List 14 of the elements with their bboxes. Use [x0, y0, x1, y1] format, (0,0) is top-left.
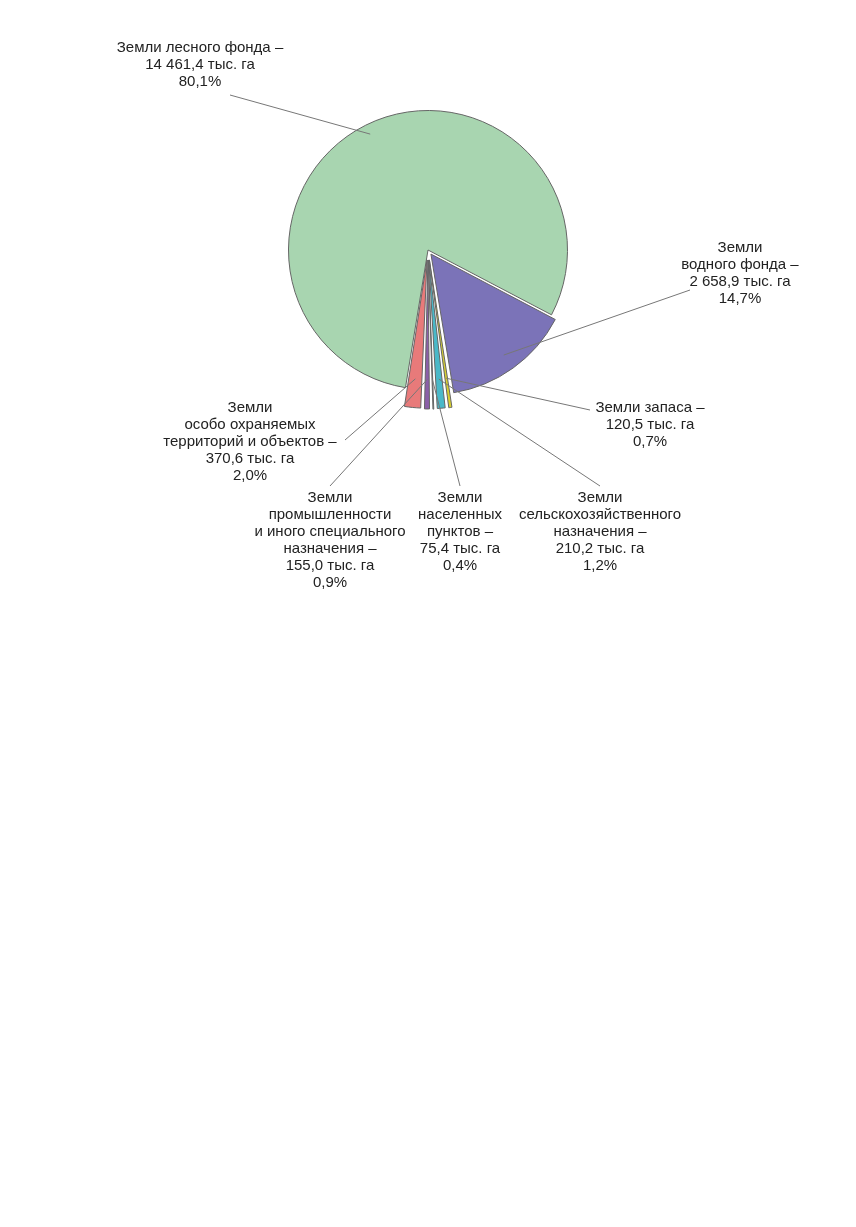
slice-label: Земли промышленности и иного специального назначения – — [254, 487, 406, 556]
slice-label: Земли запаса – — [595, 397, 706, 415]
data-label: 155,0 тыс. га 0,9% — [285, 555, 375, 590]
data-label: 14 461,4 тыс. га 80,1% — [145, 54, 256, 89]
data-label: 210,2 тыс. га 1,2% — [555, 538, 645, 573]
slice-label: Земли водного фонда – — [681, 237, 800, 272]
slice-label: Земли особо охраняемых территорий и объектов – — [163, 397, 338, 449]
data-label: 2 658,9 тыс. га 14,7% — [689, 271, 792, 306]
data-label: 120,5 тыс. га 0,7% — [605, 414, 695, 449]
data-label: 75,4 тыс. га 0,4% — [419, 538, 501, 573]
data-label: 370,6 тыс. га 2,0% — [205, 448, 295, 483]
slice-label: Земли населенных пунктов – — [418, 487, 503, 539]
slice-label: Земли сельскохозяйственного назначения – — [518, 487, 682, 539]
slice-label: Земли лесного фонда – — [116, 37, 284, 55]
